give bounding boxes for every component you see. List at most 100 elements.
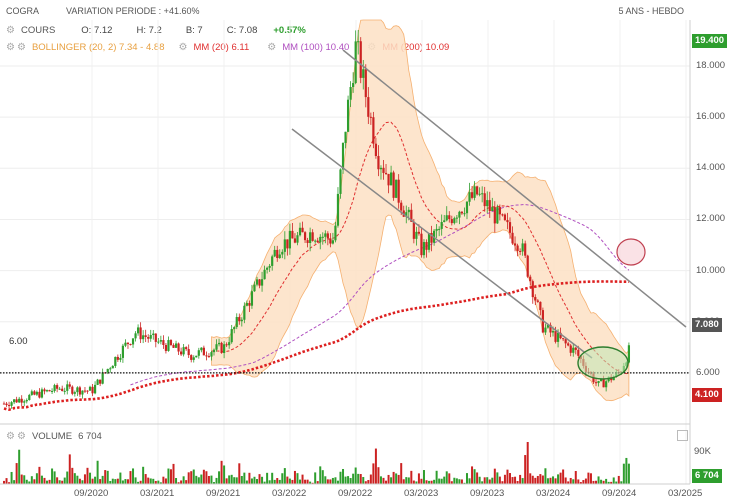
candle [144, 329, 147, 343]
cours-label: COURS [20, 25, 56, 36]
volume-bar [440, 478, 443, 484]
candle [379, 165, 383, 180]
volume-bar [144, 474, 147, 484]
candle [180, 347, 183, 357]
volume-bar [20, 474, 23, 484]
candle [15, 396, 18, 403]
ma200-label: MM (200) 10.09 [382, 42, 450, 53]
candle [71, 385, 74, 396]
expand-panel-icon[interactable] [677, 430, 688, 441]
candle [465, 201, 469, 220]
volume-bar [395, 473, 398, 484]
volume-bar [311, 482, 314, 484]
candle [245, 300, 248, 307]
candle [539, 301, 542, 316]
volume-bar [625, 457, 628, 484]
candle [503, 213, 507, 222]
ma200-line [3, 280, 629, 412]
candle [136, 324, 140, 336]
volume-bar [253, 476, 256, 484]
volume-bar [139, 480, 142, 484]
volume-bar [149, 478, 152, 484]
volume-bar [354, 467, 357, 484]
volume-bar [584, 478, 587, 484]
volume-bar [172, 463, 175, 484]
volume-bar [465, 473, 468, 484]
time-tick-5: 03/2023 [404, 488, 439, 499]
candle [81, 390, 84, 399]
candle [594, 378, 598, 387]
candle [483, 186, 486, 212]
candle [157, 337, 160, 345]
volume-bar [612, 477, 615, 484]
volume-settings-icon[interactable]: ⚙⚙ [6, 431, 28, 442]
settings-icon[interactable]: ⚙ [6, 25, 17, 36]
candle [326, 231, 329, 246]
volume-bar [190, 471, 193, 484]
boll-settings-icon[interactable]: ⚙⚙ [6, 42, 28, 53]
volume-bar [13, 480, 16, 484]
volume-bar [357, 473, 360, 484]
candle [50, 388, 54, 394]
candle [28, 393, 31, 401]
volume-bar [463, 482, 466, 484]
volume-bar [223, 465, 226, 484]
candle [220, 341, 223, 354]
volume-bar [407, 477, 410, 484]
candle [88, 385, 92, 391]
candle [405, 205, 408, 224]
candle [306, 237, 309, 248]
candle [339, 168, 342, 199]
period-label[interactable]: 5 ANS - HEBDO [618, 6, 684, 16]
candle [124, 339, 127, 348]
volume-bar [562, 469, 565, 484]
volume-bar [534, 477, 537, 484]
candle [223, 341, 226, 359]
volume-bar [519, 474, 522, 484]
candle [114, 356, 117, 368]
volume-bar [417, 473, 420, 484]
volume-bar [569, 477, 572, 484]
candle [422, 239, 426, 259]
candle [478, 187, 481, 197]
volume-bar [192, 469, 195, 484]
volume-bar [147, 477, 150, 484]
volume-bar [516, 480, 519, 484]
candle [248, 300, 251, 312]
volume-bar [220, 460, 223, 484]
volume-bar [230, 474, 233, 484]
candle [506, 212, 509, 230]
volume-bar [175, 478, 178, 484]
volume-bar [134, 477, 137, 484]
high-value: H: 7.2 [136, 25, 162, 36]
candle [352, 72, 355, 93]
candle [501, 213, 504, 217]
candle [425, 239, 428, 258]
ma100-settings-icon[interactable]: ⚙ [267, 42, 279, 53]
volume-bar [73, 473, 76, 484]
candle [288, 223, 291, 255]
volume-bar [10, 471, 13, 484]
candle [20, 395, 23, 407]
volume-bar [15, 463, 18, 484]
candle [389, 165, 393, 186]
volume-bar [392, 471, 395, 484]
candle [496, 204, 499, 224]
candle [303, 231, 307, 243]
ma20-settings-icon[interactable]: ⚙ [178, 42, 190, 53]
volume-bar [324, 476, 327, 484]
candle [567, 341, 570, 347]
candle [240, 317, 243, 327]
price-tick-3: 12.000 [696, 213, 726, 225]
volume-bar [286, 476, 289, 484]
candle [268, 264, 271, 272]
candle [410, 203, 413, 222]
candle [96, 378, 99, 386]
volume-bar [225, 478, 228, 484]
volume-bar [334, 477, 337, 484]
volume-bar [511, 477, 514, 484]
volume-bar [235, 477, 238, 484]
volume-bar [119, 472, 122, 484]
candle [212, 348, 216, 356]
